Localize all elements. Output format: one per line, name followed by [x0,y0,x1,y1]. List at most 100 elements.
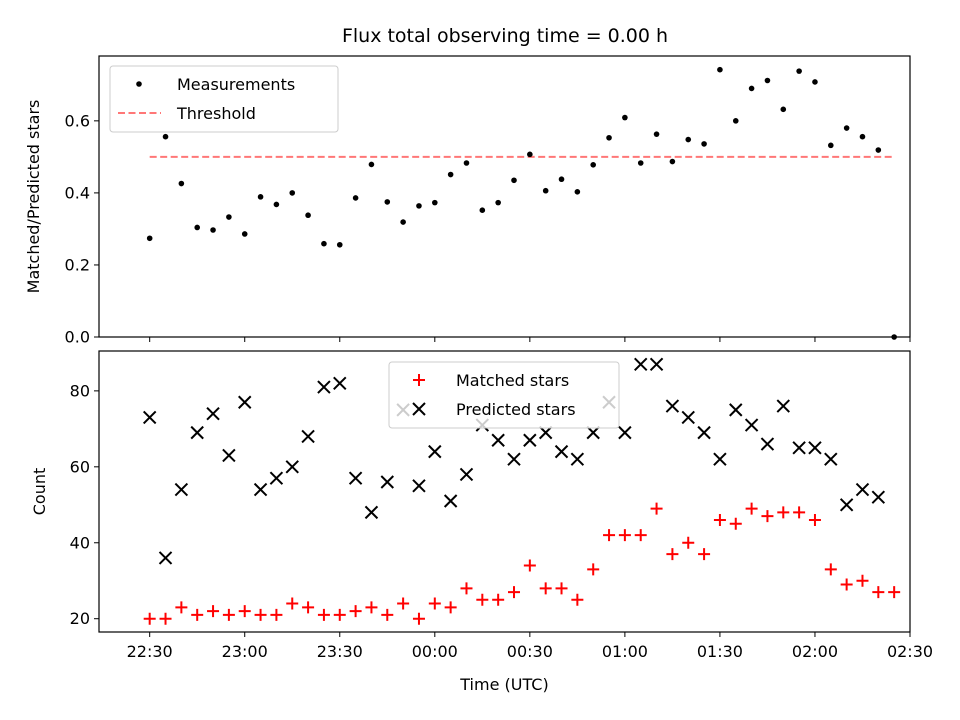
matched-stars-point [745,502,758,515]
measurement-point [336,241,343,248]
predicted-stars-point [158,551,173,565]
matched-stars-point [238,605,251,618]
predicted-stars-point [634,357,648,371]
measurement-point [875,147,882,153]
predicted-stars-point [333,376,347,390]
predicted-stars-point [380,475,394,489]
matched-stars-point [175,601,188,614]
measurement-point [321,240,327,247]
measurement-point [289,190,296,196]
predicted-stars-point [523,433,537,447]
bottom-panel: 20 40 60 80 22:30 23:00 23:30 00:00 00:30 01:00 0… [30,350,933,694]
matched-stars-point [824,563,837,576]
predicted-stars-point [665,399,680,413]
measurement-point [669,158,676,165]
measurement-point [511,177,517,184]
matched-stars-point [539,582,552,595]
measurement-point [416,203,422,209]
matched-stars-point [254,608,267,621]
predicted-stars-point [570,452,585,466]
predicted-stars-point [776,399,790,413]
measurement-point [812,79,818,85]
predicted-stars-point [253,482,268,497]
measurement-point [717,66,723,73]
matched-stars-point [381,608,394,621]
measurement-point [859,133,866,140]
predicted-stars-point [238,395,252,409]
matched-stars-point [191,608,204,621]
measurement-point [463,160,470,166]
predicted-stars-point [222,448,236,463]
matched-stars-point [333,608,346,621]
x-tick-label: 23:30 [317,642,363,661]
measurement-point [558,176,565,183]
predicted-stars-point [190,425,204,440]
measurement-point [146,235,153,242]
measurement-point [447,171,454,178]
measurement-point [701,141,707,147]
predicted-stars-point [729,403,743,417]
matched-stars-point [571,593,584,606]
x-axis-label: Time (UTC) [459,675,548,694]
measurement-point [843,125,850,131]
legend-predicted-label: Predicted stars [456,400,576,419]
measurement-point [400,219,406,225]
x-tick-label: 02:00 [792,642,838,661]
x-tick-label: 22:30 [127,642,173,661]
predicted-stars-point [649,357,664,371]
predicted-stars-point [760,437,775,451]
measurement-point [479,207,486,213]
x-tick-label: 01:00 [602,642,648,661]
measurement-point [732,118,739,124]
predicted-stars-point [792,441,806,455]
matched-stars-point [634,529,647,542]
measurement-point [194,224,201,231]
matched-stars-point [143,612,156,625]
predicted-stars-point [554,444,569,459]
predicted-stars-point [491,433,505,447]
matched-stars-point [888,586,901,599]
predicted-stars-point [428,444,442,459]
measurement-point [606,134,612,141]
measurement-point [495,199,501,206]
matched-stars-point [270,608,283,621]
predicted-stars-point [174,482,189,497]
measurement-point [384,199,391,205]
measurement-point [257,194,264,200]
predicted-stars-point [317,380,331,394]
predicted-stars-point [507,452,521,466]
predicted-stars-point [586,425,600,440]
matched-stars-point [603,529,616,542]
predicted-stars-point [855,482,870,497]
measurement-point [226,214,232,220]
measurement-point [210,227,216,233]
measurement-point [352,195,359,201]
x-tick-label: 02:30 [887,642,933,661]
measurement-point [162,133,169,140]
matched-stars-point [761,510,774,523]
matched-stars-point [729,517,742,530]
top-x-ticks [149,337,911,342]
matched-stars-point [286,597,299,610]
measurement-point [273,201,280,208]
predicted-stars-point [348,471,363,485]
legend-threshold-label: Threshold [176,104,256,123]
matched-stars-point [650,502,663,515]
measurement-point [542,187,549,194]
top-legend-box [109,65,339,133]
measurement-point [780,106,787,113]
top-y-ticks: 0.0 0.2 0.4 0.6 [65,111,99,347]
measurement-point [432,199,438,206]
x-tick-label: 00:00 [412,642,458,661]
y-tick-label: 0.2 [65,255,90,274]
measurement-point [305,212,311,219]
y-tick-label: 20 [70,609,90,628]
predicted-stars-point [285,460,299,474]
predicted-stars-point [871,490,886,504]
measurement-point [178,180,185,187]
bottom-axes-frame [98,350,911,633]
x-tick-label: 23:00 [222,642,268,661]
matched-stars-point [317,608,330,621]
y-tick-label: 0.4 [65,183,90,202]
matched-stars-point [444,601,457,614]
